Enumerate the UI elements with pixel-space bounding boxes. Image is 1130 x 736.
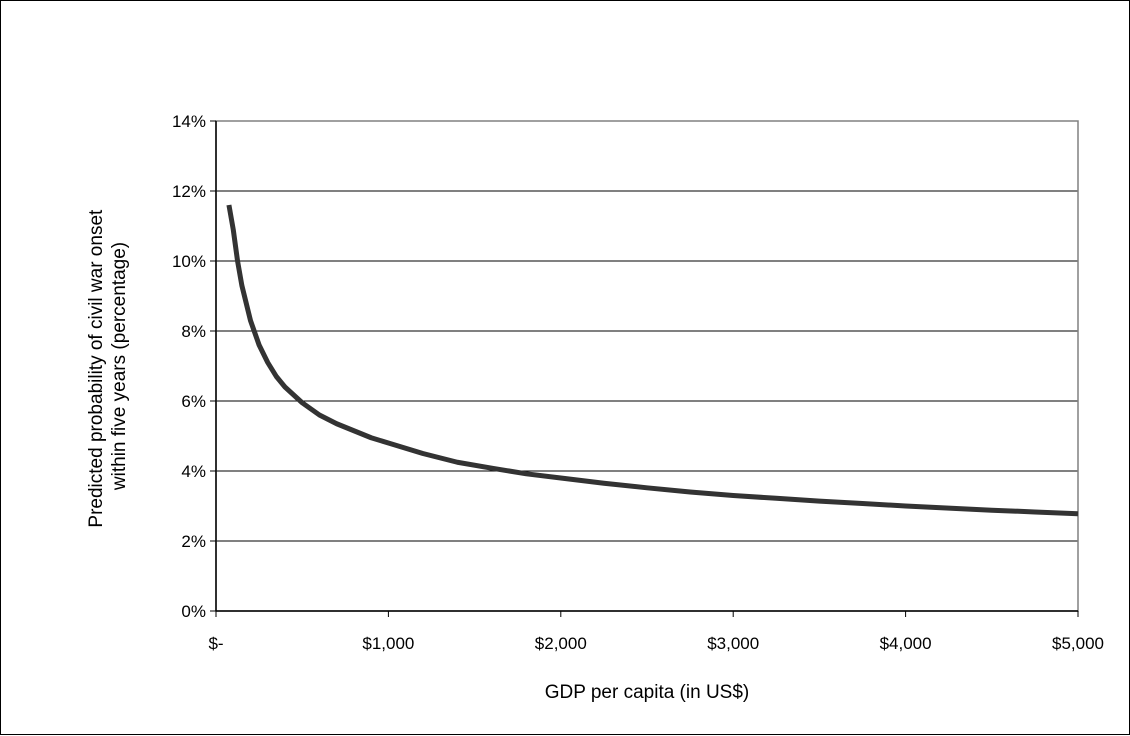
x-tick-label: $- bbox=[208, 634, 223, 653]
y-axis-title-line-2: within five years (percentage) bbox=[109, 242, 130, 491]
series-layer bbox=[226, 204, 1079, 517]
x-tick-label: $3,000 bbox=[707, 634, 759, 653]
x-tick-label: $4,000 bbox=[880, 634, 932, 653]
y-tick-label: 6% bbox=[181, 392, 206, 411]
y-tick-label: 14% bbox=[172, 112, 206, 131]
gridlines bbox=[216, 190, 1078, 542]
y-tick-label: 12% bbox=[172, 182, 206, 201]
y-axis-title: Predicted probability of civil war onset… bbox=[86, 204, 130, 527]
tick-labels: 0% 2% 4% 6% 8% 10% 12% 14% $- $1,000 $2,000 $3,000 $… bbox=[172, 112, 1104, 653]
plot-area bbox=[215, 120, 1079, 612]
y-tick-label: 2% bbox=[181, 532, 206, 551]
x-tick-label: $5,000 bbox=[1052, 634, 1104, 653]
y-tick-label: 10% bbox=[172, 252, 206, 271]
y-tick-label: 4% bbox=[181, 462, 206, 481]
axes bbox=[210, 120, 1079, 617]
y-axis-title-line-1: Predicted probability of civil war onset bbox=[86, 209, 107, 528]
x-tick-label: $2,000 bbox=[535, 634, 587, 653]
x-axis-title: GDP per capita (in US$) bbox=[545, 682, 750, 703]
y-tick-label: 8% bbox=[181, 322, 206, 341]
y-tick-label: 0% bbox=[181, 602, 206, 621]
series-line bbox=[226, 204, 1079, 517]
x-tick-label: $1,000 bbox=[362, 634, 414, 653]
